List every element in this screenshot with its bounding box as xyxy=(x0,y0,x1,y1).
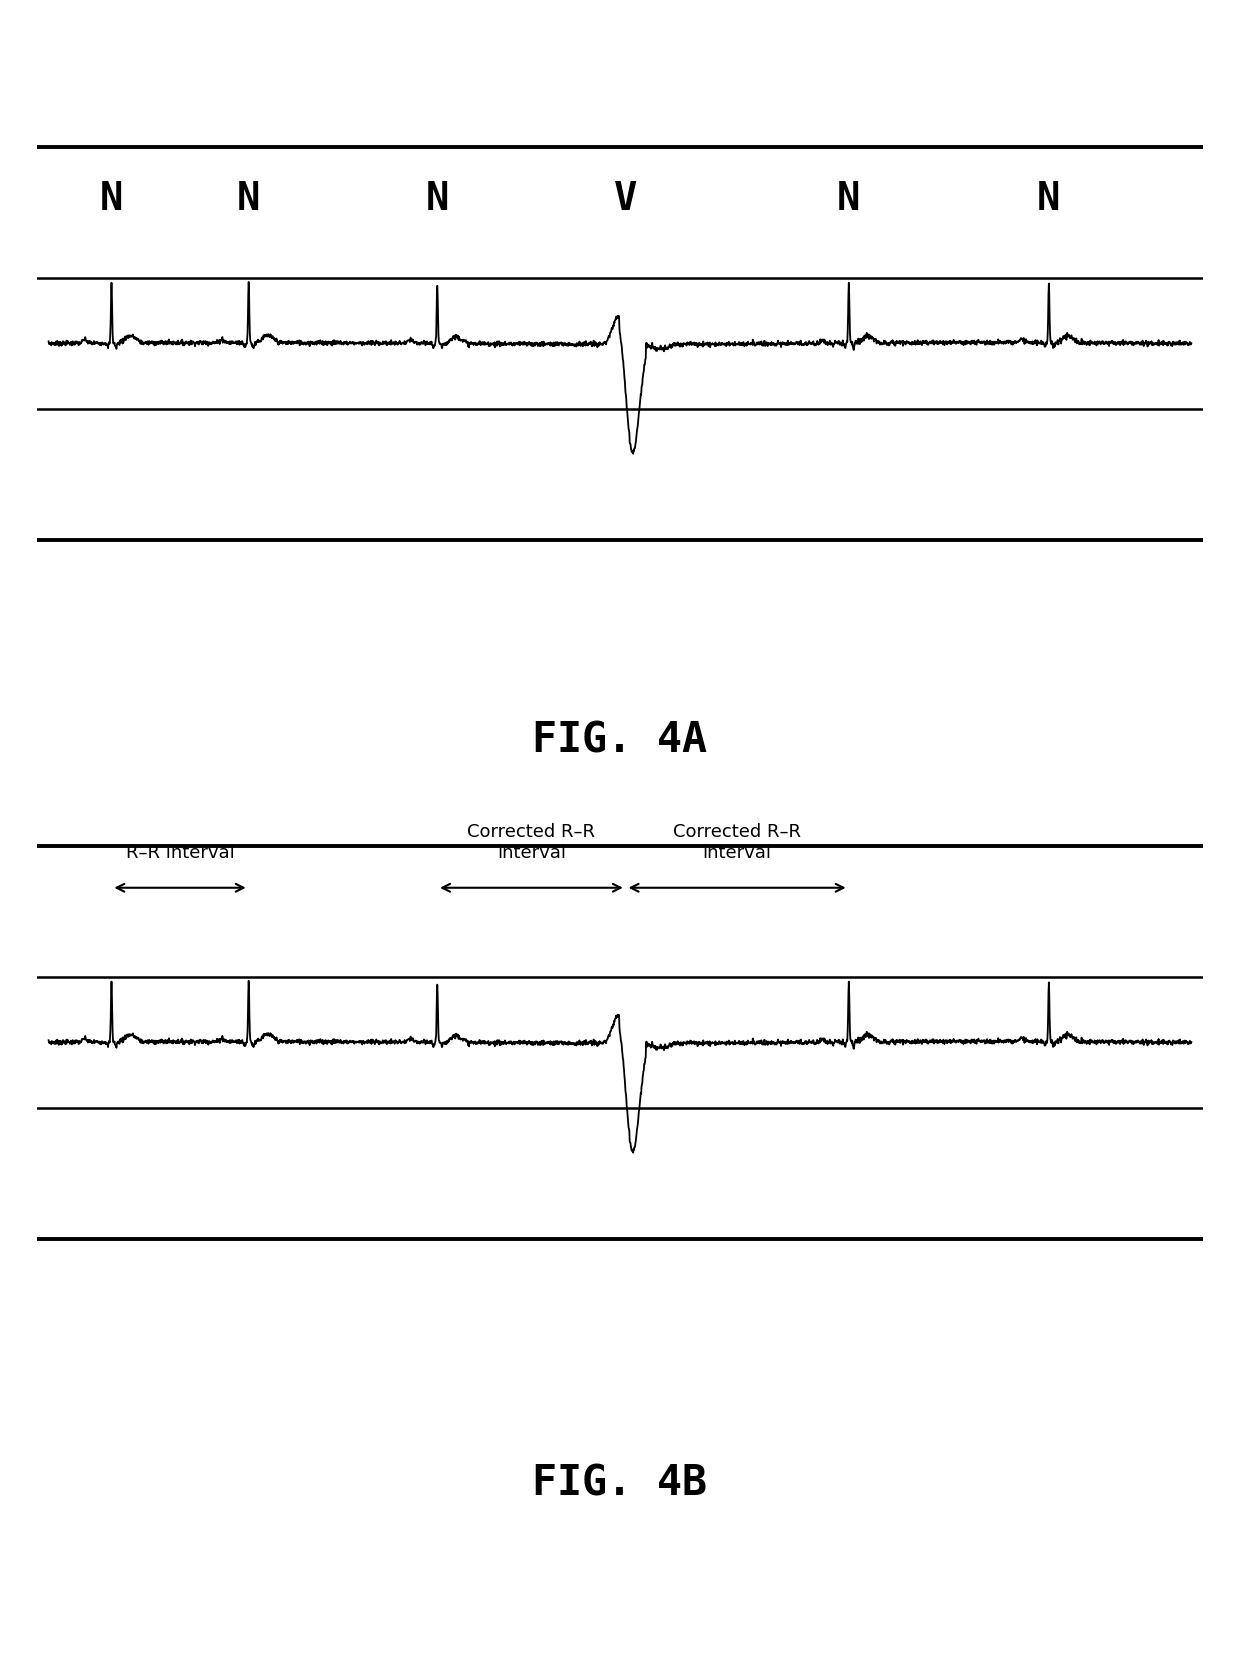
Text: N: N xyxy=(99,181,123,218)
Text: N: N xyxy=(1037,181,1060,218)
Text: FIG. 4B: FIG. 4B xyxy=(532,1461,708,1505)
Text: V: V xyxy=(614,181,637,218)
Text: N: N xyxy=(837,181,861,218)
Text: Corrected R–R
interval: Corrected R–R interval xyxy=(467,823,595,861)
Text: R–R interval: R–R interval xyxy=(125,843,234,861)
Text: N: N xyxy=(425,181,449,218)
Text: Corrected R–R
interval: Corrected R–R interval xyxy=(673,823,801,861)
Text: FIG. 4A: FIG. 4A xyxy=(532,719,708,763)
Text: N: N xyxy=(237,181,260,218)
